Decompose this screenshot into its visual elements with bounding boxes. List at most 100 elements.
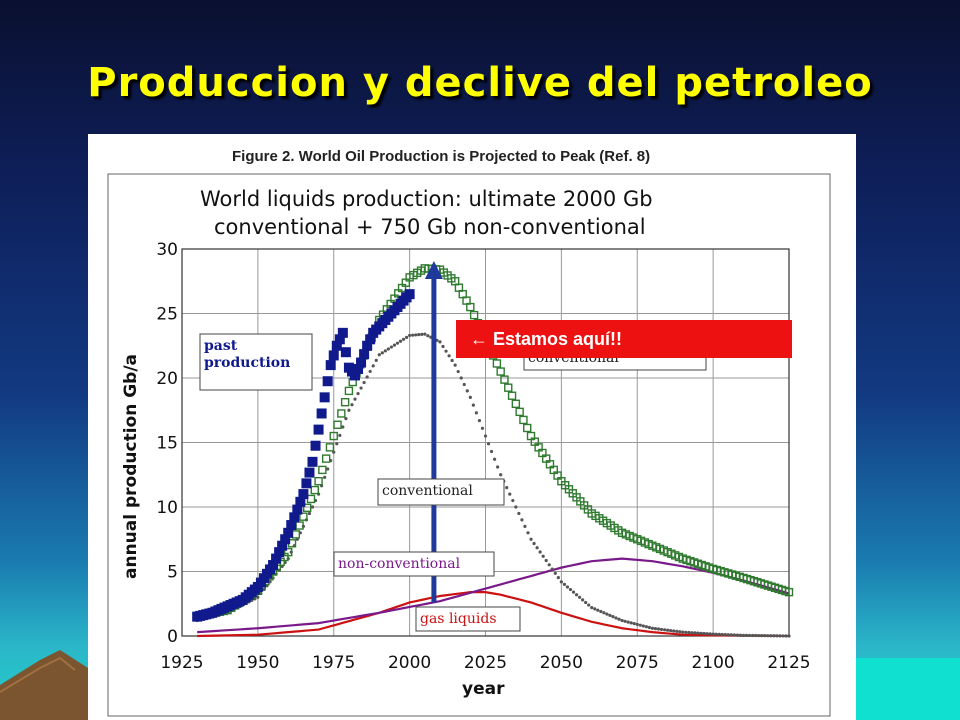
conventional-point <box>754 633 758 638</box>
conventional-point <box>666 628 670 632</box>
conventional-point <box>778 634 782 638</box>
conventional-point <box>550 567 554 571</box>
conventional-point <box>593 607 597 611</box>
total-liquids-point <box>284 547 293 557</box>
conventional-point <box>541 554 545 558</box>
conventional-point <box>696 631 700 635</box>
conventional-point <box>717 632 721 636</box>
conventional-point <box>599 609 603 614</box>
conventional-point <box>517 511 521 516</box>
past-production-point <box>298 489 309 500</box>
x-tick-label: 2100 <box>691 653 734 673</box>
conventional-point <box>678 630 682 634</box>
mountain-decoration <box>0 650 110 720</box>
x-axis-label: year <box>462 679 505 699</box>
conventional-point <box>353 397 357 401</box>
conventional-point <box>687 630 691 635</box>
total-liquids-point <box>310 485 319 495</box>
y-tick-label: 20 <box>156 369 178 389</box>
conventional-point <box>769 634 773 638</box>
x-tick-label: 2125 <box>767 653 810 673</box>
past-production-point <box>331 340 342 351</box>
y-tick-label: 15 <box>156 434 178 454</box>
conventional-point <box>335 442 339 446</box>
conventional-point <box>359 386 363 390</box>
conventional-point <box>775 634 779 638</box>
conventional-point <box>307 511 312 516</box>
conventional-point <box>465 389 469 393</box>
conventional-point <box>450 358 454 363</box>
x-tick-label: 2050 <box>540 653 583 673</box>
total-liquids-point <box>784 587 794 597</box>
conventional-point <box>483 434 488 438</box>
conventional-label-box <box>377 478 505 506</box>
total-liquids-point <box>329 431 338 441</box>
conventional-point <box>574 593 579 597</box>
conventional-point <box>571 590 576 594</box>
callout-text: Estamos aquí!! <box>493 329 623 349</box>
conventional-point <box>757 633 761 638</box>
x-tick-label: 1950 <box>236 653 279 673</box>
conventional-point <box>523 524 527 528</box>
conventional-point <box>553 571 557 575</box>
conventional-point <box>365 375 369 379</box>
past-production-point <box>289 512 300 523</box>
chart-frame <box>107 173 831 717</box>
conventional-point <box>693 631 697 635</box>
past-production-point <box>307 456 318 467</box>
conventional-point <box>669 628 673 633</box>
chart-subtitle: conventional + 750 Gb non-conventional <box>214 215 646 239</box>
conventional-point <box>520 518 524 522</box>
total-liquids-point <box>492 359 502 368</box>
conventional-point <box>641 624 645 628</box>
past-production-point <box>316 408 327 419</box>
past-production-point <box>319 392 330 403</box>
y-tick-label: 30 <box>156 240 178 260</box>
conventional-point <box>438 340 442 344</box>
conventional-point <box>380 351 384 355</box>
past-production-point <box>274 547 285 558</box>
gas-liquids-label-box <box>415 606 521 632</box>
conventional-point <box>568 587 573 592</box>
conventional-point <box>614 616 618 620</box>
figure-caption: Figure 2. World Oil Production is Projec… <box>232 148 650 165</box>
conventional-point <box>702 631 706 636</box>
past-production-point <box>328 350 339 361</box>
conventional-point <box>420 332 424 336</box>
past-production-point <box>313 424 324 435</box>
conventional-point <box>608 613 612 617</box>
conventional-point <box>559 580 563 584</box>
past-production-point <box>295 496 306 507</box>
x-tick-label: 2000 <box>388 653 431 673</box>
conventional-point <box>423 332 427 336</box>
plot-border <box>181 248 790 637</box>
conventional-point <box>326 467 330 471</box>
conventional-point <box>310 505 315 509</box>
conventional-point <box>398 339 403 343</box>
chart-figure: Figure 2. World Oil Production is Projec… <box>88 134 856 720</box>
past-production-point <box>334 334 345 345</box>
conventional-point <box>441 344 445 349</box>
conventional-point <box>447 354 451 358</box>
past-production-point <box>356 357 367 368</box>
past-production-point <box>325 360 336 371</box>
conventional-point <box>784 634 788 638</box>
conventional-point <box>672 629 676 633</box>
non-conventional-label-box <box>333 551 495 577</box>
conventional-point <box>705 632 709 636</box>
past-production-point <box>283 527 294 538</box>
conventional-point <box>456 369 460 374</box>
past-production-point <box>359 349 370 360</box>
total-liquids-point <box>466 302 475 312</box>
x-tick-label: 2075 <box>616 653 659 673</box>
conventional-label-text: conventional <box>382 483 473 499</box>
conventional-point <box>675 629 679 633</box>
conventional-point <box>514 505 518 509</box>
conventional-point <box>496 465 500 469</box>
conventional-point <box>690 631 694 635</box>
left-arrow-icon: ← <box>470 329 488 349</box>
conventional-point <box>511 498 515 503</box>
conventional-point <box>781 634 785 638</box>
teal-decoration <box>850 658 960 720</box>
